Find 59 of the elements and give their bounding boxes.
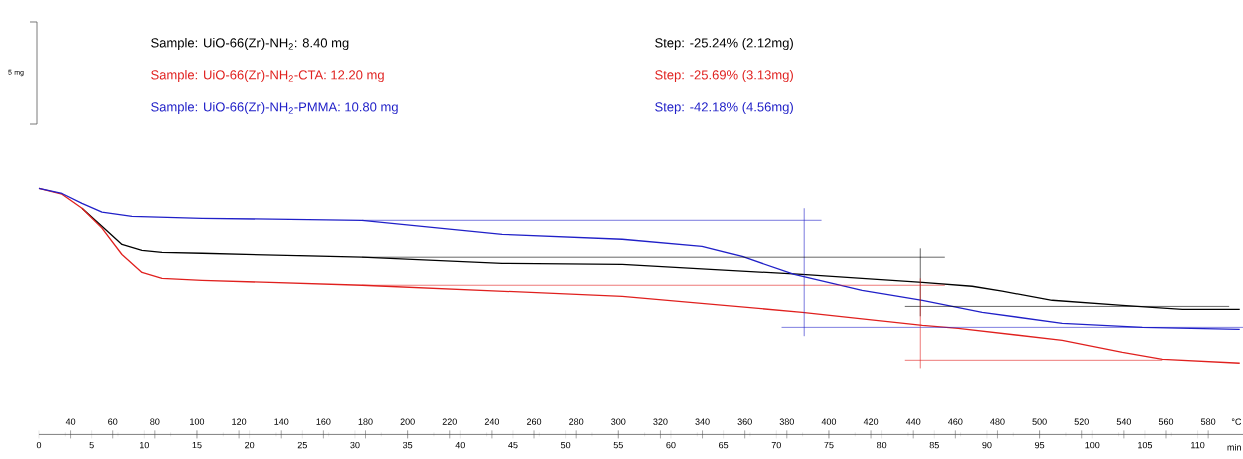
x2-tick-label: 80 xyxy=(150,418,160,425)
x-tick-label: 10 xyxy=(139,441,149,449)
x2-tick-label: 280 xyxy=(569,418,584,425)
x2-tick-label: 420 xyxy=(863,418,879,425)
x2-tick-label: 460 xyxy=(948,418,963,425)
x2-tick-label: 220 xyxy=(442,418,457,425)
x2-tick-label: 260 xyxy=(526,418,542,425)
x-tick-label: 75 xyxy=(824,441,834,449)
x-tick-label: 70 xyxy=(771,441,781,449)
x-tick-label: 35 xyxy=(402,441,413,449)
x-axis-title: min xyxy=(1227,443,1241,451)
x2-tick-label: 480 xyxy=(990,418,1005,425)
text: Sample: UiO-66(Zr)-NH$_{2}$-CTA: 12.20 mg xyxy=(151,69,384,83)
x-tick-label: 60 xyxy=(666,441,676,449)
x2-tick-label: 540 xyxy=(1116,418,1132,425)
x2-tick-label: 580 xyxy=(1200,418,1216,425)
x2-tick-label: 200 xyxy=(400,418,415,425)
x2-tick-label: 180 xyxy=(358,418,373,425)
x2-tick-label: 440 xyxy=(905,418,921,425)
x2-tick-label: 40 xyxy=(65,418,76,425)
x-tick-label: 80 xyxy=(876,441,887,449)
x2-tick-label: 60 xyxy=(108,418,118,425)
x2-tick-label: 320 xyxy=(653,418,668,425)
x2-tick-label: 100 xyxy=(190,418,205,425)
x2-tick-label: 160 xyxy=(316,418,331,425)
x2-tick-label: 140 xyxy=(274,418,289,425)
x-tick-label: 65 xyxy=(719,441,729,449)
x-tick-label: 20 xyxy=(245,441,255,449)
x-tick-label: 30 xyxy=(350,441,360,449)
x-tick-label: 85 xyxy=(929,441,939,449)
x-tick-label: 100 xyxy=(1085,441,1100,449)
x-tick-label: 95 xyxy=(1035,441,1045,449)
x2-tick-label: 520 xyxy=(1074,418,1089,425)
x-tick-label: 105 xyxy=(1138,441,1153,449)
x2-tick-label: 300 xyxy=(611,418,626,425)
x2-tick-label: 240 xyxy=(484,418,500,425)
text: Sample: UiO-66(Zr)-NH$_{2}$-PMMA: 10.80 mg xyxy=(151,101,398,115)
x2-tick-label: 380 xyxy=(779,418,794,425)
x2-axis-title: °C xyxy=(1231,418,1242,425)
x-tick-label: 40 xyxy=(455,441,465,449)
x-tick-label: 25 xyxy=(297,441,307,449)
x-tick-label: 15 xyxy=(192,441,202,449)
text: Step: -42.18% (4.56mg) xyxy=(655,101,793,115)
x-tick-label: 90 xyxy=(982,441,992,449)
x-tick-label: 45 xyxy=(508,441,518,449)
text: Step: -25.69% (3.13mg) xyxy=(655,69,793,83)
x2-tick-label: 560 xyxy=(1158,418,1174,425)
x2-tick-label: 120 xyxy=(232,418,247,425)
x2-tick-label: 360 xyxy=(737,418,752,425)
text: Step: -25.24% (2.12mg) xyxy=(655,37,793,51)
x-tick-label: 110 xyxy=(1191,441,1205,449)
x-tick-label: 0 xyxy=(36,441,42,449)
x2-tick-label: 340 xyxy=(695,418,710,425)
x-tick-label: 55 xyxy=(613,441,623,449)
x-tick-label: 5 xyxy=(89,441,94,449)
x-tick-label: 50 xyxy=(560,441,571,449)
x2-tick-label: 400 xyxy=(821,418,837,425)
x2-tick-label: 500 xyxy=(1032,418,1047,425)
text: Sample: UiO-66(Zr)-NH$_{2}$: 8.40 mg xyxy=(151,37,349,51)
